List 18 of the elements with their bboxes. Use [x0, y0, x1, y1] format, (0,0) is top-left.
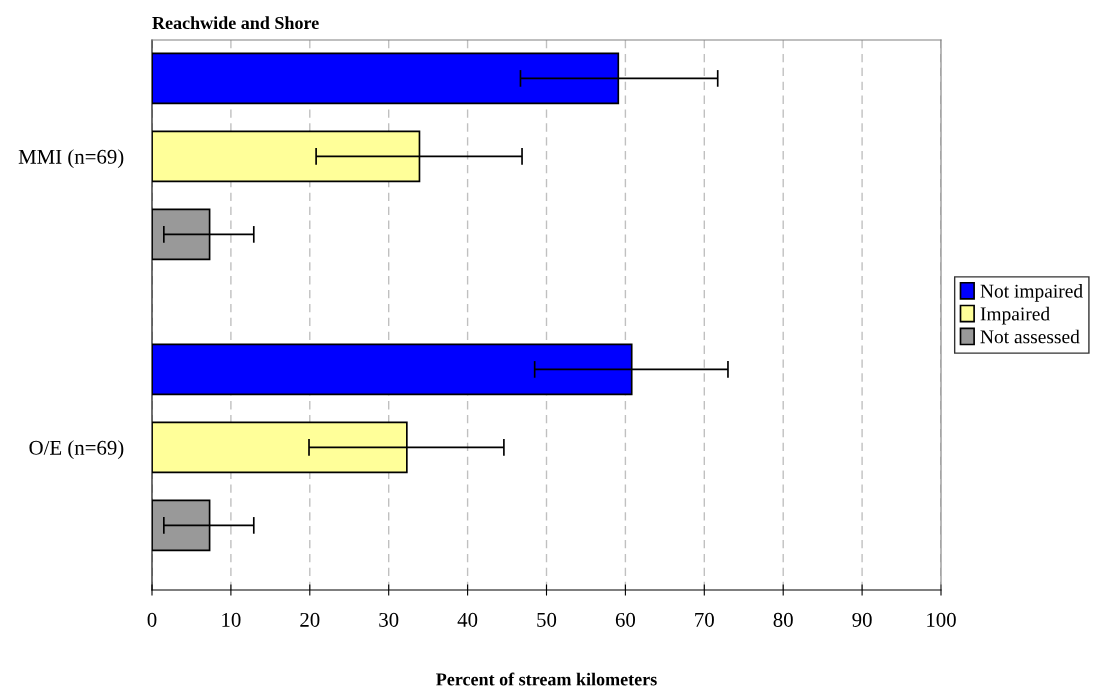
- y-tick-label: O/E (n=69): [29, 440, 124, 460]
- x-tick-label: 30: [379, 612, 399, 627]
- x-tick-label: 60: [615, 612, 636, 627]
- x-tick-label: 10: [222, 612, 241, 627]
- x-tick-label: 50: [537, 612, 557, 627]
- chart-title: Reachwide and Shore: [152, 16, 319, 30]
- x-tick-label: 40: [457, 612, 478, 627]
- legend-label: Not impaired: [980, 284, 1083, 302]
- x-tick-label: 0: [147, 612, 157, 627]
- y-tick-label: MMI (n=69): [18, 149, 124, 169]
- x-tick-label: 20: [300, 612, 320, 627]
- x-axis-title: Percent of stream kilometers: [436, 672, 657, 686]
- x-tick-label: 80: [773, 612, 793, 627]
- x-tick-label: 70: [695, 612, 714, 627]
- x-tick-label: 100: [927, 612, 956, 627]
- legend-label: Not assessed: [980, 329, 1080, 344]
- legend-label: Impaired: [980, 306, 1050, 325]
- x-tick-label: 90: [852, 612, 872, 627]
